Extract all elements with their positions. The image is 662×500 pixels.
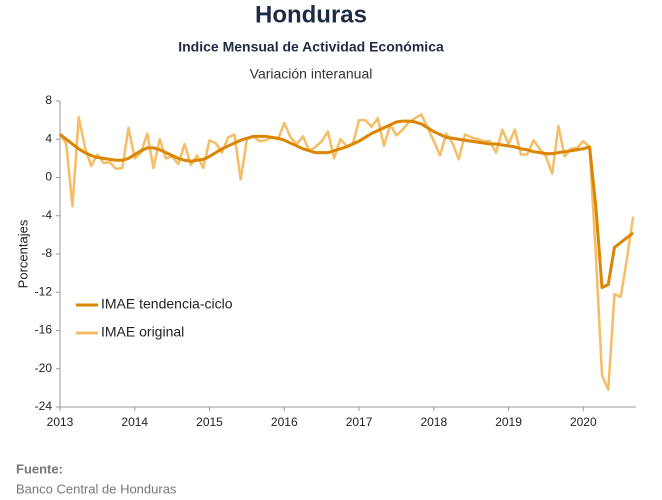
x-tick-label: 2018 bbox=[420, 415, 447, 429]
x-tick-label: 2015 bbox=[196, 415, 223, 429]
x-tick-label: 2013 bbox=[47, 415, 74, 429]
x-tick-label: 2017 bbox=[346, 415, 373, 429]
y-tick-label: 4 bbox=[45, 131, 52, 145]
y-tick-label: -20 bbox=[35, 361, 53, 375]
chart-subtitle: Indice Mensual de Actividad Económica bbox=[178, 39, 444, 55]
y-tick-label: -12 bbox=[35, 284, 53, 298]
legend-label: IMAE original bbox=[101, 324, 184, 340]
series-line bbox=[58, 113, 635, 392]
chart-title: Honduras bbox=[255, 1, 367, 28]
x-tick-label: 2020 bbox=[570, 415, 597, 429]
x-tick-label: 2019 bbox=[495, 415, 522, 429]
legend-box bbox=[70, 290, 260, 346]
y-tick-label: -4 bbox=[41, 208, 52, 222]
y-tick-label: -24 bbox=[35, 399, 53, 413]
series-line bbox=[59, 119, 635, 289]
x-tick-label: 2014 bbox=[121, 415, 148, 429]
y-axis-label: Porcentajes bbox=[15, 219, 30, 288]
source-label: Fuente: bbox=[16, 461, 63, 476]
legend-label: IMAE tendencia-ciclo bbox=[101, 296, 233, 312]
y-tick-label: -16 bbox=[35, 323, 53, 337]
x-tick-label: 2016 bbox=[271, 415, 298, 429]
y-tick-label: 0 bbox=[45, 170, 52, 184]
y-tick-label: 8 bbox=[45, 93, 52, 107]
chart-note: Variación interanual bbox=[250, 66, 373, 82]
y-tick-label: -8 bbox=[41, 246, 52, 260]
source-text: Banco Central de Honduras bbox=[16, 481, 177, 496]
